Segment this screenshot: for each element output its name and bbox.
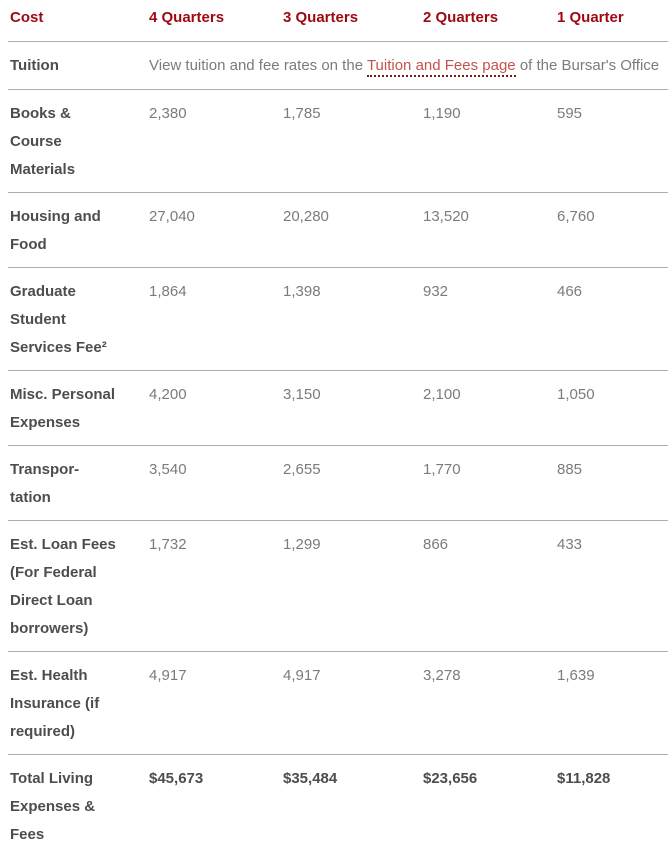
cell-value-3-quarters: 4,917 xyxy=(283,667,321,684)
cell-value-1-quarter: 6,760 xyxy=(557,208,595,225)
cell-value-4-quarters: $45,673 xyxy=(149,770,204,787)
cell-value-4-quarters: 1,732 xyxy=(149,536,187,553)
cell-value-4-quarters: 3,540 xyxy=(149,461,187,478)
cell-value-3-quarters: 1,785 xyxy=(283,105,321,122)
table-row: Est. Health Insurance (if required) 4,91… xyxy=(8,652,668,755)
table-row-tuition: Tuition View tuition and fee rates on th… xyxy=(8,42,668,90)
cell-value-3-quarters: 20,280 xyxy=(283,208,329,225)
cell-value-1-quarter: 433 xyxy=(557,536,583,553)
row-label-tuition: Tuition xyxy=(10,57,59,74)
row-label: Est. Health Insurance (if required) xyxy=(10,667,100,740)
cell-value-1-quarter: 1,639 xyxy=(557,667,595,684)
cell-value-2-quarters: 1,190 xyxy=(423,105,461,122)
row-label: Total Living Expenses & Fees xyxy=(10,770,96,843)
cell-value-2-quarters: 13,520 xyxy=(423,208,469,225)
col-header-3-quarters: 3 Quarters xyxy=(283,9,359,26)
row-label: Graduate Student Services Fee² xyxy=(10,283,107,356)
row-label: Housing and Food xyxy=(10,208,101,253)
cell-value-4-quarters: 4,917 xyxy=(149,667,187,684)
col-header-2-quarters: 2 Quarters xyxy=(423,9,499,26)
row-label: Misc. Personal Expenses xyxy=(10,386,116,431)
col-header-1-quarter: 1 Quarter xyxy=(557,9,624,26)
row-label: Est. Loan Fees (For Federal Direct Loan … xyxy=(10,536,116,637)
cell-value-2-quarters: $23,656 xyxy=(423,770,478,787)
cell-value-1-quarter: 466 xyxy=(557,283,583,300)
table-body: Books & Course Materials 2,380 1,785 1,1… xyxy=(8,90,668,844)
tuition-note: View tuition and fee rates on the Tuitio… xyxy=(149,56,668,77)
cell-value-3-quarters: $35,484 xyxy=(283,770,338,787)
tuition-note-suffix: of the Bursar's Office xyxy=(515,57,660,74)
cell-value-2-quarters: 866 xyxy=(423,536,449,553)
cell-value-1-quarter: 595 xyxy=(557,105,583,122)
table-row: Est. Loan Fees (For Federal Direct Loan … xyxy=(8,521,668,652)
cell-value-4-quarters: 27,040 xyxy=(149,208,195,225)
cell-value-2-quarters: 932 xyxy=(423,283,449,300)
cost-of-attendance-table: Cost 4 Quarters 3 Quarters 2 Quarters 1 … xyxy=(8,0,668,844)
cell-value-2-quarters: 1,770 xyxy=(423,461,461,478)
table-row: Transpor- tation 3,540 2,655 1,770 885 xyxy=(8,446,668,521)
cell-value-2-quarters: 3,278 xyxy=(423,667,461,684)
row-label: Books & Course Materials xyxy=(10,105,76,178)
cell-value-4-quarters: 2,380 xyxy=(149,105,187,122)
table-row: Misc. Personal Expenses 4,200 3,150 2,10… xyxy=(8,371,668,446)
tuition-and-fees-link[interactable]: Tuition and Fees page xyxy=(366,57,516,77)
cell-value-1-quarter: 885 xyxy=(557,461,583,478)
cell-value-1-quarter: $11,828 xyxy=(557,770,611,787)
table-row: Housing and Food 27,040 20,280 13,520 6,… xyxy=(8,193,668,268)
cell-value-4-quarters: 4,200 xyxy=(149,386,187,403)
cell-value-3-quarters: 1,398 xyxy=(283,283,321,300)
table-row: Books & Course Materials 2,380 1,785 1,1… xyxy=(8,90,668,193)
cell-value-2-quarters: 2,100 xyxy=(423,386,461,403)
cell-value-3-quarters: 2,655 xyxy=(283,461,321,478)
col-header-cost: Cost xyxy=(10,9,44,26)
col-header-4-quarters: 4 Quarters xyxy=(149,9,225,26)
cell-value-4-quarters: 1,864 xyxy=(149,283,187,300)
cell-value-3-quarters: 1,299 xyxy=(283,536,321,553)
cell-value-1-quarter: 1,050 xyxy=(557,386,595,403)
table-header-row: Cost 4 Quarters 3 Quarters 2 Quarters 1 … xyxy=(8,0,668,42)
cell-value-3-quarters: 3,150 xyxy=(283,386,321,403)
table-row: Total Living Expenses & Fees $45,673 $35… xyxy=(8,755,668,844)
row-label: Transpor- tation xyxy=(10,461,80,506)
tuition-note-prefix: View tuition and fee rates on the xyxy=(149,57,367,74)
table-row: Graduate Student Services Fee² 1,864 1,3… xyxy=(8,268,668,371)
